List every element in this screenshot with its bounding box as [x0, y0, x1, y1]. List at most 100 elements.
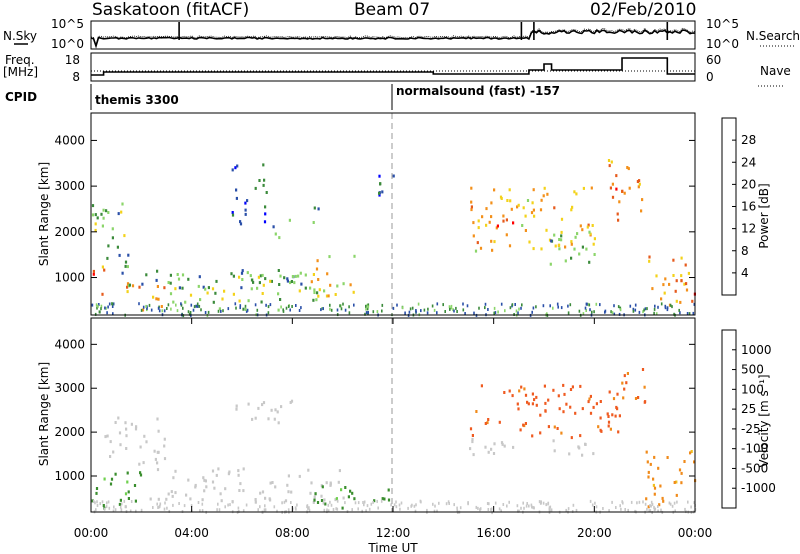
power-cell — [571, 205, 574, 209]
velocity-cell — [624, 508, 626, 511]
power-cell — [366, 307, 369, 311]
power-cell — [294, 274, 297, 278]
velocity-cell — [357, 501, 360, 505]
velocity-cell — [587, 400, 590, 404]
power-cell — [264, 212, 267, 216]
velocity-cell — [395, 505, 398, 509]
velocity-cell — [487, 508, 490, 511]
velocity-cell — [689, 451, 692, 455]
velocity-cell — [94, 501, 96, 505]
power-cell — [687, 271, 690, 275]
power-cell — [592, 242, 595, 246]
velocity-cell — [438, 501, 440, 505]
velocity-cell — [323, 498, 326, 502]
power-cell — [535, 305, 537, 309]
velocity-cell — [649, 462, 652, 466]
power-cell — [218, 307, 221, 311]
velocity-cell — [539, 431, 542, 435]
power-cell — [309, 286, 312, 290]
power-cell — [585, 309, 587, 312]
power-cell — [392, 306, 395, 310]
velocity-cell — [671, 504, 674, 508]
velocity-cell — [475, 410, 478, 413]
power-cell — [121, 202, 124, 206]
velocity-cell — [269, 481, 272, 485]
velocity-cell — [320, 499, 324, 502]
cpid-segment-2: normalsound (fast) -157 — [396, 84, 560, 98]
velocity-cell — [653, 455, 656, 459]
velocity-cell — [398, 503, 401, 507]
x-tick-label: 20:00 — [577, 526, 612, 540]
power-colorbar-tick: 20 — [741, 177, 756, 191]
velocity-cell — [189, 497, 192, 501]
velocity-cell — [666, 456, 669, 459]
power-cell — [231, 168, 234, 172]
power-cell — [334, 293, 337, 296]
power-cell — [145, 304, 147, 308]
velocity-cell — [661, 496, 664, 500]
power-cell — [289, 281, 292, 285]
power-cell — [156, 269, 159, 273]
velocity-cell — [164, 501, 166, 505]
velocity-cell — [109, 482, 113, 486]
velocity-cell — [492, 452, 496, 455]
velocity-cell — [342, 496, 345, 500]
velocity-cell — [522, 423, 525, 427]
power-cell — [691, 299, 694, 303]
power-cell — [98, 310, 101, 314]
velocity-cell — [649, 504, 651, 508]
power-cell — [581, 245, 584, 249]
power-cell — [112, 312, 114, 316]
velocity-cell — [539, 413, 542, 417]
power-cell — [401, 306, 404, 310]
freq-label: Freq. — [5, 53, 35, 67]
power-cell — [148, 303, 151, 307]
power-cell — [196, 302, 199, 306]
power-cell — [312, 221, 315, 224]
power-cell — [462, 308, 465, 312]
power-cell — [653, 307, 656, 311]
velocity-cell — [599, 416, 602, 420]
power-cell — [181, 286, 184, 290]
power-cell — [589, 232, 592, 236]
power-cell — [239, 220, 242, 224]
power-cell — [315, 267, 319, 271]
velocity-cell — [518, 509, 520, 513]
velocity-cell — [112, 450, 115, 454]
power-cell — [285, 306, 288, 310]
velocity-cell — [259, 505, 261, 509]
power-cell — [417, 302, 420, 306]
power-cell — [679, 300, 682, 304]
velocity-cell — [235, 407, 238, 411]
power-cell — [518, 307, 520, 311]
power-cell — [282, 309, 285, 313]
velocity-cell — [124, 505, 127, 509]
power-cell — [379, 182, 382, 186]
velocity-cell — [520, 385, 523, 389]
velocity-cell — [276, 509, 278, 513]
velocity-colorbar: 1000 500 100 25 -25 -100 -500 -1000 — [721, 329, 776, 509]
velocity-cell — [535, 403, 538, 407]
velocity-cell — [538, 500, 541, 504]
velocity-cell — [274, 408, 277, 412]
velocity-cell — [516, 504, 519, 508]
power-cell — [497, 310, 499, 314]
velocity-cell — [547, 398, 550, 402]
velocity-cell — [125, 427, 128, 431]
power-cell — [116, 245, 119, 249]
power-cell — [648, 255, 651, 259]
power-cell — [101, 265, 104, 269]
velocity-cell — [653, 505, 655, 509]
velocity-cell — [264, 496, 267, 500]
velocity-cell — [652, 483, 655, 487]
power-cell — [591, 224, 594, 227]
velocity-cell — [264, 508, 267, 512]
power-cell — [638, 310, 641, 314]
power-cell — [118, 253, 121, 257]
velocity-cell — [592, 452, 595, 456]
velocity-cell — [103, 507, 106, 511]
power-cell — [245, 309, 248, 313]
velocity-cell — [190, 504, 193, 508]
power-cell — [189, 311, 192, 314]
velocity-cell — [361, 509, 363, 513]
